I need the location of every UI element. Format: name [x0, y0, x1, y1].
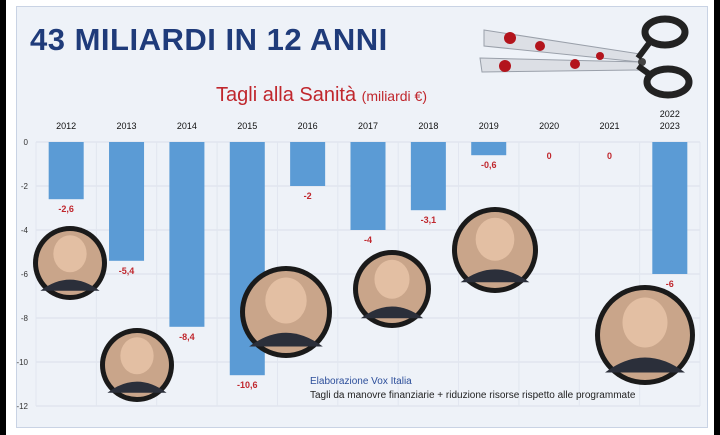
y-tick-label: -4	[21, 226, 29, 235]
scissors-icon	[479, 15, 693, 99]
y-tick-label: 0	[24, 138, 29, 147]
x-tick-label: 2016	[298, 121, 318, 131]
bar-10	[652, 142, 688, 274]
x-tick-label: 2018	[418, 121, 438, 131]
portrait-photo	[353, 250, 431, 328]
y-tick-label: -6	[21, 270, 29, 279]
page-title: 43 MILIARDI IN 12 ANNI	[30, 22, 388, 57]
bar-5	[350, 142, 386, 230]
data-label: -8,4	[179, 332, 195, 342]
portrait-photo	[595, 285, 695, 385]
data-label: -3,1	[421, 215, 437, 225]
x-tick-label: 2020	[539, 121, 559, 131]
bar-2	[169, 142, 205, 327]
x-tick-label: 2021	[599, 121, 619, 131]
y-tick-label: -12	[16, 402, 28, 411]
chart-footer: Elaborazione Vox Italia Tagli da manovre…	[310, 375, 635, 403]
data-label: -4	[364, 235, 372, 245]
chart-subtitle: Tagli alla Sanità (miliardi €)	[216, 84, 427, 107]
x-tick-label: 2013	[117, 121, 137, 131]
note-text: Tagli da manovre finanziarie + riduzione…	[310, 390, 636, 401]
x-tick-label: 2017	[358, 121, 378, 131]
subtitle-text: Tagli alla Sanità	[216, 84, 357, 106]
x-tick-label: 2014	[177, 121, 197, 131]
bar-4	[290, 142, 326, 186]
bar-0	[48, 142, 84, 200]
x-tick-label: 2022	[660, 109, 680, 119]
portrait-photo	[33, 226, 107, 300]
y-tick-label: -8	[21, 314, 29, 323]
portrait-photo	[100, 328, 174, 402]
x-tick-label: 2019	[479, 121, 499, 131]
y-tick-label: -2	[21, 182, 29, 191]
data-label: -6	[666, 279, 674, 289]
data-label: -2,6	[58, 204, 74, 214]
portrait-photo	[452, 207, 538, 293]
data-label: 0	[607, 151, 612, 161]
data-label: -2	[304, 191, 312, 201]
subtitle-unit: (miliardi €)	[361, 88, 427, 104]
portrait-photo	[240, 266, 332, 358]
bar-6	[410, 142, 446, 211]
source-text: Elaborazione Vox Italia	[310, 376, 412, 387]
y-tick-label: -10	[16, 358, 28, 367]
bar-1	[109, 142, 145, 261]
data-label: 0	[547, 151, 552, 161]
x-tick-label: 2015	[237, 121, 257, 131]
data-label: -0,6	[481, 160, 497, 170]
data-label: -10,6	[237, 380, 258, 390]
x-tick-label: 2023	[660, 121, 680, 131]
data-label: -5,4	[119, 266, 135, 276]
bar-7	[471, 142, 507, 156]
x-tick-label: 2012	[56, 121, 76, 131]
